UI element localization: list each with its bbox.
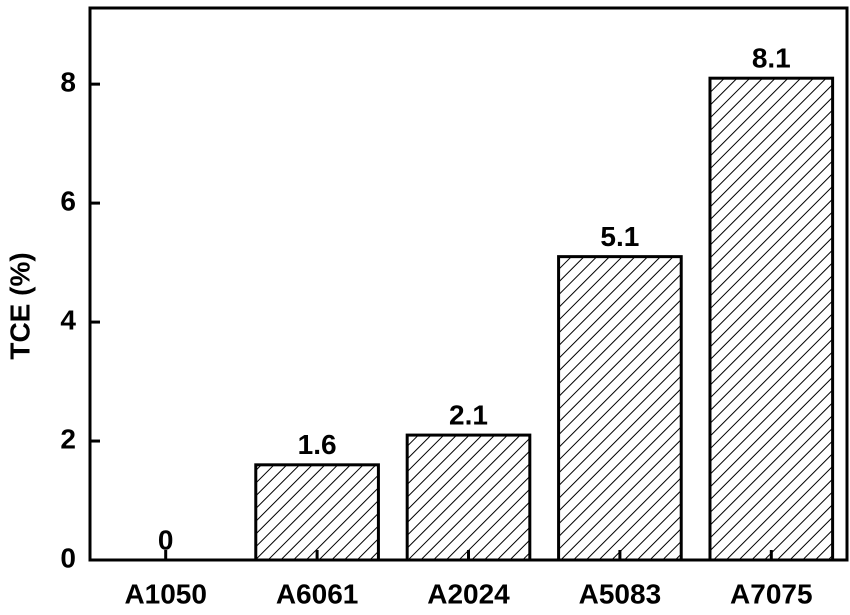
value-label: 8.1 xyxy=(752,43,791,74)
plot-frame xyxy=(88,6,849,562)
x-tick-label: A2024 xyxy=(427,578,510,609)
value-label: 2.1 xyxy=(449,399,488,430)
x-tick-label: A1050 xyxy=(124,578,207,609)
x-tick-label: A6061 xyxy=(276,578,359,609)
value-label: 1.6 xyxy=(298,429,337,460)
y-axis-label: TCE (%) xyxy=(4,252,35,359)
x-tick-label: A5083 xyxy=(579,578,662,609)
y-tick-label: 8 xyxy=(60,67,76,98)
bar xyxy=(557,255,683,562)
y-tick-label: 0 xyxy=(60,542,76,573)
bar xyxy=(405,433,532,562)
x-tick-label: A7075 xyxy=(730,578,813,609)
y-tick-label: 6 xyxy=(60,185,76,216)
y-tick-label: 2 xyxy=(60,423,76,454)
value-label: 5.1 xyxy=(600,221,639,252)
bar xyxy=(708,76,835,562)
y-tick-label: 4 xyxy=(60,304,76,335)
bar xyxy=(254,463,380,562)
value-label: 0 xyxy=(158,524,174,555)
